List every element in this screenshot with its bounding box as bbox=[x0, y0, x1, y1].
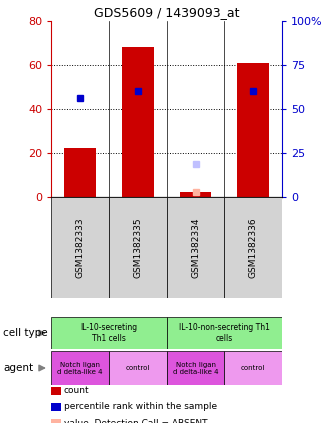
Text: agent: agent bbox=[3, 363, 33, 373]
Bar bbox=[64, 148, 96, 197]
Text: cell type: cell type bbox=[3, 328, 48, 338]
Text: Notch ligan
d delta-like 4: Notch ligan d delta-like 4 bbox=[173, 362, 218, 374]
Bar bbox=[167, 351, 224, 385]
Text: value, Detection Call = ABSENT: value, Detection Call = ABSENT bbox=[64, 418, 207, 423]
Text: GSM1382336: GSM1382336 bbox=[249, 217, 258, 278]
Bar bbox=[51, 317, 167, 349]
Text: IL-10-non-secreting Th1
cells: IL-10-non-secreting Th1 cells bbox=[179, 324, 270, 343]
Text: GSM1382333: GSM1382333 bbox=[76, 217, 84, 278]
Bar bbox=[51, 419, 61, 423]
Bar bbox=[51, 387, 61, 395]
Bar bbox=[237, 63, 269, 197]
Bar bbox=[109, 351, 167, 385]
Bar bbox=[122, 47, 154, 197]
Bar bbox=[167, 317, 282, 349]
Text: percentile rank within the sample: percentile rank within the sample bbox=[64, 402, 217, 412]
Text: IL-10-secreting
Th1 cells: IL-10-secreting Th1 cells bbox=[80, 324, 138, 343]
Bar bbox=[51, 351, 109, 385]
Bar bbox=[51, 403, 61, 411]
Bar bbox=[51, 197, 109, 298]
Text: Notch ligan
d delta-like 4: Notch ligan d delta-like 4 bbox=[57, 362, 103, 374]
Text: GSM1382334: GSM1382334 bbox=[191, 217, 200, 278]
Bar bbox=[180, 192, 212, 197]
Bar bbox=[224, 351, 282, 385]
Bar bbox=[109, 197, 167, 298]
Text: control: control bbox=[126, 365, 150, 371]
Text: GSM1382335: GSM1382335 bbox=[133, 217, 142, 278]
Bar bbox=[167, 197, 224, 298]
Text: count: count bbox=[64, 386, 89, 396]
Title: GDS5609 / 1439093_at: GDS5609 / 1439093_at bbox=[94, 5, 239, 19]
Text: control: control bbox=[241, 365, 265, 371]
Bar bbox=[224, 197, 282, 298]
